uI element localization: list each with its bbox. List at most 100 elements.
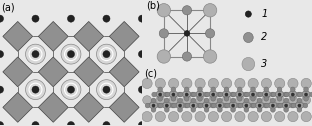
Circle shape xyxy=(245,11,251,17)
Circle shape xyxy=(238,93,241,96)
Circle shape xyxy=(251,96,256,101)
Circle shape xyxy=(291,93,294,96)
Circle shape xyxy=(190,92,195,97)
Circle shape xyxy=(184,96,189,101)
Circle shape xyxy=(222,78,232,89)
Circle shape xyxy=(182,52,192,61)
Circle shape xyxy=(67,15,75,22)
Circle shape xyxy=(67,122,75,126)
Circle shape xyxy=(26,80,46,100)
Circle shape xyxy=(231,98,236,103)
Polygon shape xyxy=(207,89,219,99)
Circle shape xyxy=(184,103,188,108)
Circle shape xyxy=(164,107,169,112)
Circle shape xyxy=(158,87,163,92)
Polygon shape xyxy=(38,21,68,51)
Circle shape xyxy=(223,103,228,108)
Circle shape xyxy=(165,92,170,97)
Circle shape xyxy=(206,29,215,38)
Circle shape xyxy=(296,92,301,97)
Circle shape xyxy=(32,86,39,93)
Circle shape xyxy=(244,107,249,112)
Text: (b): (b) xyxy=(146,1,160,11)
Polygon shape xyxy=(3,92,33,122)
Circle shape xyxy=(178,104,182,107)
Polygon shape xyxy=(194,89,206,99)
Circle shape xyxy=(157,4,171,17)
Circle shape xyxy=(263,103,268,108)
Circle shape xyxy=(225,93,228,96)
Circle shape xyxy=(245,104,248,107)
Circle shape xyxy=(195,78,205,89)
Circle shape xyxy=(298,92,302,97)
Circle shape xyxy=(289,96,297,104)
Circle shape xyxy=(182,78,192,89)
Circle shape xyxy=(182,112,192,122)
Circle shape xyxy=(231,107,236,112)
Circle shape xyxy=(191,107,196,112)
Circle shape xyxy=(271,92,276,97)
Circle shape xyxy=(271,104,275,107)
Circle shape xyxy=(284,98,289,103)
Circle shape xyxy=(242,57,255,71)
Circle shape xyxy=(261,78,271,89)
Circle shape xyxy=(172,103,177,108)
Circle shape xyxy=(192,92,196,97)
Polygon shape xyxy=(168,89,179,99)
Text: 3: 3 xyxy=(261,59,267,69)
Circle shape xyxy=(222,112,232,122)
Circle shape xyxy=(249,96,257,104)
Circle shape xyxy=(301,112,311,122)
Circle shape xyxy=(0,51,3,58)
Circle shape xyxy=(210,103,215,108)
Circle shape xyxy=(303,103,308,108)
Polygon shape xyxy=(74,92,104,122)
Circle shape xyxy=(283,92,288,97)
Polygon shape xyxy=(221,89,232,99)
Circle shape xyxy=(157,50,171,63)
Polygon shape xyxy=(287,89,299,99)
Circle shape xyxy=(250,103,255,108)
Circle shape xyxy=(248,112,258,122)
Circle shape xyxy=(218,92,223,97)
Circle shape xyxy=(178,107,183,112)
Circle shape xyxy=(262,96,271,104)
Circle shape xyxy=(197,96,202,101)
Circle shape xyxy=(67,51,75,58)
Circle shape xyxy=(271,107,275,112)
Circle shape xyxy=(238,103,243,108)
Circle shape xyxy=(157,103,162,108)
Circle shape xyxy=(290,87,295,92)
Circle shape xyxy=(155,112,165,122)
Circle shape xyxy=(285,92,289,97)
Circle shape xyxy=(205,92,210,97)
Polygon shape xyxy=(254,100,266,110)
Circle shape xyxy=(61,44,81,64)
Circle shape xyxy=(165,104,168,107)
Circle shape xyxy=(275,78,285,89)
Circle shape xyxy=(26,44,46,64)
Polygon shape xyxy=(148,100,159,110)
Circle shape xyxy=(224,87,229,92)
Circle shape xyxy=(264,87,269,92)
Text: 1: 1 xyxy=(261,9,267,19)
Circle shape xyxy=(310,92,312,97)
Polygon shape xyxy=(274,89,285,99)
Circle shape xyxy=(171,87,176,92)
Circle shape xyxy=(212,93,215,96)
Circle shape xyxy=(195,112,205,122)
Circle shape xyxy=(32,122,39,126)
Circle shape xyxy=(103,15,110,22)
Circle shape xyxy=(159,29,168,38)
Circle shape xyxy=(67,86,75,93)
Circle shape xyxy=(103,86,110,93)
Polygon shape xyxy=(161,100,173,110)
Circle shape xyxy=(164,98,169,103)
Circle shape xyxy=(212,103,216,108)
Circle shape xyxy=(158,103,163,108)
Circle shape xyxy=(203,50,217,63)
Circle shape xyxy=(139,86,145,93)
Circle shape xyxy=(0,15,3,22)
Polygon shape xyxy=(280,100,292,110)
Circle shape xyxy=(208,112,218,122)
